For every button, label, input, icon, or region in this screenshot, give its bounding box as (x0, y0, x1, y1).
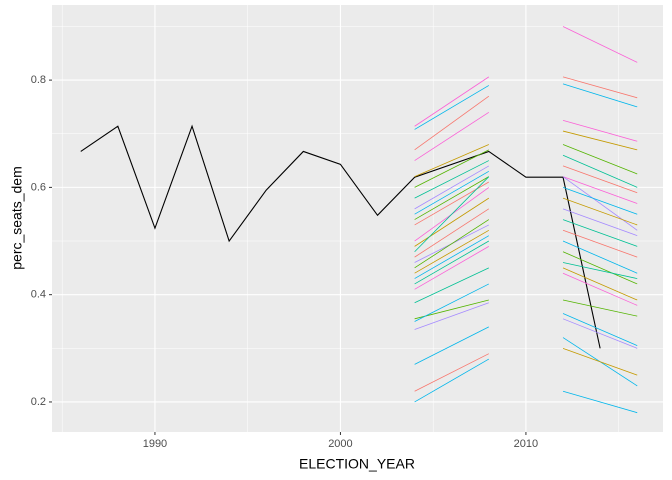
y-tick-label: 0.8 (31, 74, 46, 86)
series-line (562, 176, 638, 204)
series-line (562, 130, 638, 151)
y-tick-label: 0.6 (31, 181, 46, 193)
series-line (562, 219, 638, 247)
series-line (562, 390, 638, 414)
series-line (562, 229, 638, 258)
series-line (414, 149, 490, 188)
series-line (414, 85, 490, 130)
series-line (562, 187, 638, 215)
series-line (414, 358, 490, 403)
series-line (414, 95, 490, 151)
series-line (414, 197, 490, 247)
series-line (562, 119, 638, 142)
series-line (562, 251, 638, 285)
y-tick-label: 0.2 (31, 396, 46, 408)
series-line (414, 176, 490, 253)
series-line (414, 229, 490, 274)
y-tick-label: 0.4 (31, 289, 46, 301)
series-line (562, 154, 638, 188)
x-axis-title: ELECTION_YEAR (299, 456, 415, 472)
series-line (414, 76, 490, 127)
series-line (414, 353, 490, 392)
series-line (414, 235, 490, 279)
series-line (414, 111, 490, 161)
series-line (562, 240, 638, 274)
series-line (562, 208, 638, 237)
series-line (414, 165, 490, 210)
series-line (562, 165, 638, 194)
series-line (562, 313, 638, 347)
series-line (562, 176, 638, 231)
series-line (562, 299, 638, 317)
x-tick-label: 1990 (143, 438, 167, 450)
series-line (562, 318, 638, 349)
series-line (414, 170, 490, 215)
series-line (562, 26, 638, 63)
y-axis-title: perc_seats_dem (9, 166, 25, 270)
x-tick-label: 2010 (514, 438, 538, 450)
series-line (80, 124, 601, 349)
series-line (414, 219, 490, 269)
series-line (414, 283, 490, 322)
series-line (414, 176, 490, 220)
series-line (562, 144, 638, 175)
panel (52, 5, 663, 432)
series-line (414, 267, 489, 304)
series-line (562, 197, 638, 226)
series-line (562, 267, 638, 301)
series-line (562, 272, 638, 306)
series-line (562, 83, 638, 108)
series-line (414, 240, 490, 285)
series-line (414, 160, 490, 199)
series-line (414, 208, 490, 258)
series-line (562, 347, 638, 376)
series-line (414, 246, 490, 290)
series-line (414, 144, 489, 178)
series-line (414, 326, 490, 365)
x-tick-label: 2000 (328, 438, 352, 450)
series-line (414, 302, 489, 330)
series-line (562, 262, 638, 279)
series-line (562, 76, 638, 99)
